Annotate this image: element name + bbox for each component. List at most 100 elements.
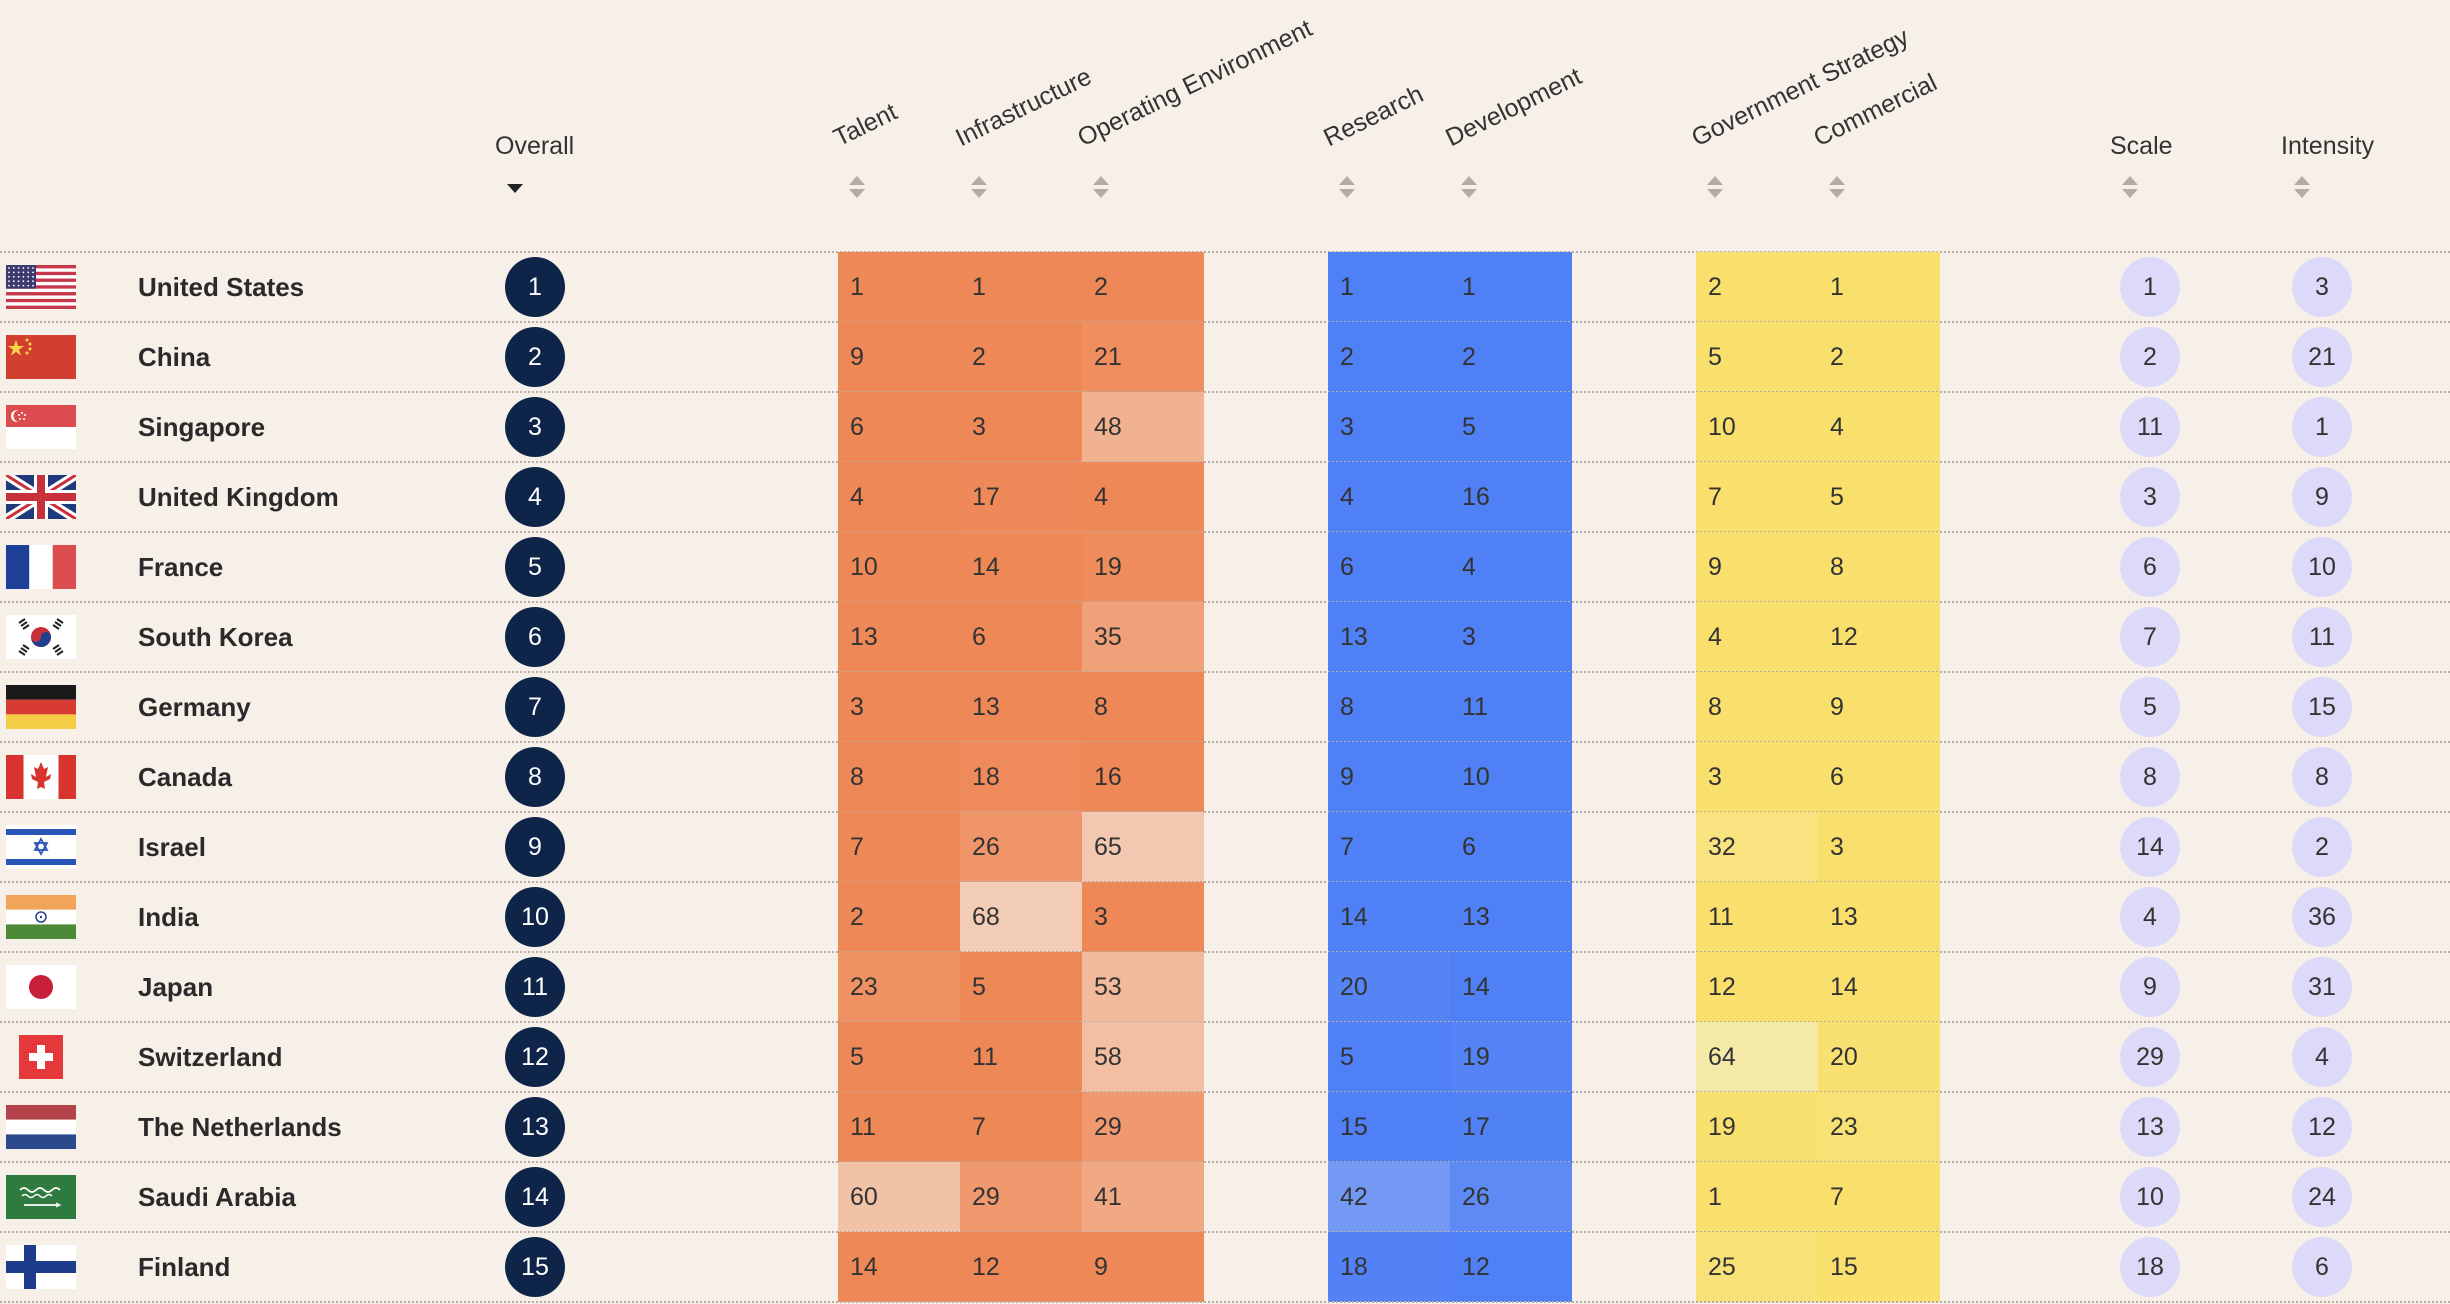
- operating-environment-rank-cell: 19: [1082, 532, 1204, 602]
- government-strategy-rank-value: 10: [1708, 413, 1736, 441]
- row-divider: [0, 251, 2450, 253]
- overall-rank-badge: 14: [505, 1167, 565, 1227]
- country-name: Saudi Arabia: [138, 1182, 296, 1212]
- table-row[interactable]: South Korea 6 13 6 35 13 3 4 12 7 11: [0, 602, 2450, 672]
- table-row[interactable]: United Kingdom 4 4 17 4 4 16 7 5 3 9: [0, 462, 2450, 532]
- table-row[interactable]: Japan 11 23 5 53 20 14 12 14 9 31: [0, 952, 2450, 1022]
- scale-rank-badge: 9: [2120, 957, 2180, 1017]
- talent-rank-value: 5: [850, 1043, 864, 1071]
- table-row[interactable]: France 5 10 14 19 6 4 9 8 6 10: [0, 532, 2450, 602]
- infrastructure-rank-value: 7: [972, 1113, 986, 1141]
- sort-development-icon[interactable]: [1461, 176, 1477, 200]
- sort-infrastructure-icon[interactable]: [971, 176, 987, 200]
- commercial-rank-cell: 8: [1818, 532, 1940, 602]
- singapore-flag-icon: [6, 405, 76, 449]
- development-rank-cell: 13: [1450, 882, 1572, 952]
- research-rank-cell: 20: [1328, 952, 1450, 1022]
- government-strategy-rank-cell: 8: [1696, 672, 1818, 742]
- commercial-rank-value: 9: [1830, 693, 1844, 721]
- research-rank-cell: 15: [1328, 1092, 1450, 1162]
- development-rank-value: 26: [1462, 1183, 1490, 1211]
- header-scale[interactable]: Scale: [2110, 132, 2173, 160]
- table-row[interactable]: Israel 9 7 26 65 7 6 32 3 14 2: [0, 812, 2450, 882]
- operating-environment-rank-value: 9: [1094, 1253, 1108, 1281]
- infrastructure-rank-cell: 14: [960, 532, 1082, 602]
- sort-scale-icon[interactable]: [2122, 176, 2138, 200]
- sort-overall-icon[interactable]: [507, 176, 523, 200]
- talent-rank-cell: 7: [838, 812, 960, 882]
- talent-rank-value: 13: [850, 623, 878, 651]
- header-government-strategy[interactable]: Government Strategy: [1687, 22, 1914, 153]
- infrastructure-rank-cell: 3: [960, 392, 1082, 462]
- china-flag-icon: [6, 335, 76, 379]
- commercial-rank-value: 20: [1830, 1043, 1858, 1071]
- infrastructure-rank-value: 29: [972, 1183, 1000, 1211]
- development-rank-value: 12: [1462, 1253, 1490, 1281]
- overall-rank-badge: 2: [505, 327, 565, 387]
- table-row[interactable]: The Netherlands 13 11 7 29 15 17 19 23 13 12: [0, 1092, 2450, 1162]
- development-rank-value: 11: [1462, 693, 1488, 721]
- overall-rank-badge: 5: [505, 537, 565, 597]
- development-rank-cell: 17: [1450, 1092, 1572, 1162]
- scale-rank-badge: 18: [2120, 1237, 2180, 1297]
- row-divider: [0, 1301, 2450, 1303]
- government-strategy-rank-value: 3: [1708, 763, 1722, 791]
- header-talent[interactable]: Talent: [829, 97, 902, 153]
- sort-government-strategy-icon[interactable]: [1707, 176, 1723, 200]
- infrastructure-rank-value: 6: [972, 623, 986, 651]
- intensity-rank-badge: 9: [2292, 467, 2352, 527]
- government-strategy-rank-value: 1: [1708, 1183, 1722, 1211]
- header-overall[interactable]: Overall: [495, 132, 575, 160]
- talent-rank-cell: 1: [838, 252, 960, 322]
- talent-rank-cell: 10: [838, 532, 960, 602]
- operating-environment-rank-cell: 8: [1082, 672, 1204, 742]
- table-row[interactable]: China 2 9 2 21 2 2 5 2 2 21: [0, 322, 2450, 392]
- talent-rank-cell: 9: [838, 322, 960, 392]
- sort-operating-environment-icon[interactable]: [1093, 176, 1109, 200]
- development-rank-value: 14: [1462, 973, 1490, 1001]
- overall-rank-badge: 15: [505, 1237, 565, 1297]
- country-name: Israel: [138, 832, 206, 862]
- talent-rank-value: 60: [850, 1183, 878, 1211]
- table-row[interactable]: Saudi Arabia 14 60 29 41 42 26 1 7 10 24: [0, 1162, 2450, 1232]
- table-row[interactable]: Germany 7 3 13 8 8 11 8 9 5 15: [0, 672, 2450, 742]
- scale-rank-badge: 29: [2120, 1027, 2180, 1087]
- country-name: India: [138, 902, 199, 932]
- scale-rank-badge: 13: [2120, 1097, 2180, 1157]
- sort-intensity-icon[interactable]: [2294, 176, 2310, 200]
- table-row[interactable]: Finland 15 14 12 9 18 12 25 15 18 6: [0, 1232, 2450, 1302]
- table-row[interactable]: India 10 2 68 3 14 13 11 13 4 36: [0, 882, 2450, 952]
- research-rank-cell: 18: [1328, 1232, 1450, 1302]
- header-infrastructure[interactable]: Infrastructure: [951, 62, 1096, 153]
- table-row[interactable]: Singapore 3 6 3 48 3 5 10 4 11 1: [0, 392, 2450, 462]
- sort-commercial-icon[interactable]: [1829, 176, 1845, 200]
- sort-research-icon[interactable]: [1339, 176, 1355, 200]
- scale-rank-badge: 7: [2120, 607, 2180, 667]
- header-development[interactable]: Development: [1441, 62, 1586, 153]
- talent-rank-value: 14: [850, 1253, 878, 1281]
- header-operating-environment[interactable]: Operating Environment: [1073, 14, 1317, 153]
- infrastructure-rank-cell: 17: [960, 462, 1082, 532]
- scale-rank-badge: 3: [2120, 467, 2180, 527]
- development-rank-value: 6: [1462, 833, 1476, 861]
- government-strategy-rank-cell: 11: [1696, 882, 1818, 952]
- government-strategy-rank-cell: 3: [1696, 742, 1818, 812]
- government-strategy-rank-value: 7: [1708, 483, 1722, 511]
- intensity-rank-badge: 8: [2292, 747, 2352, 807]
- table-row[interactable]: United States 1 1 1 2 1 1 2 1 1 3: [0, 252, 2450, 322]
- header-intensity[interactable]: Intensity: [2281, 132, 2375, 160]
- operating-environment-rank-cell: 4: [1082, 462, 1204, 532]
- government-strategy-rank-value: 4: [1708, 623, 1722, 651]
- commercial-rank-cell: 14: [1818, 952, 1940, 1022]
- table-row[interactable]: Canada 8 8 18 16 9 10 3 6 8 8: [0, 742, 2450, 812]
- finland-flag-icon: [6, 1245, 76, 1289]
- row-divider: [0, 1231, 2450, 1233]
- intensity-rank-badge: 24: [2292, 1167, 2352, 1227]
- row-divider: [0, 461, 2450, 463]
- table-row[interactable]: Switzerland 12 5 11 58 5 19 64 20 29 4: [0, 1022, 2450, 1092]
- talent-rank-cell: 60: [838, 1162, 960, 1232]
- sort-talent-icon[interactable]: [849, 176, 865, 200]
- intensity-rank-badge: 1: [2292, 397, 2352, 457]
- header-research[interactable]: Research: [1319, 80, 1428, 153]
- development-rank-value: 13: [1462, 903, 1490, 931]
